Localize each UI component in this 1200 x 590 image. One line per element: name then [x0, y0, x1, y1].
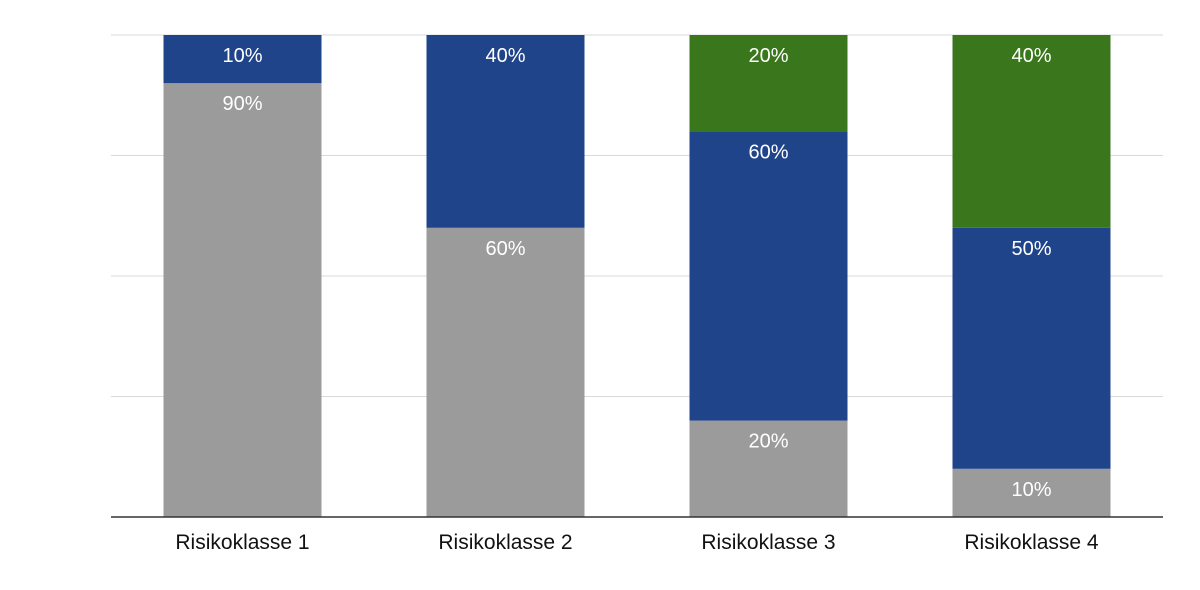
bar-segment	[689, 35, 848, 132]
bar-data-label: 40%	[1011, 45, 1051, 67]
bar-segment	[163, 83, 322, 517]
x-tick-label: Risikoklasse 1	[175, 531, 309, 554]
x-tick-label: Risikoklasse 4	[964, 531, 1099, 554]
bar-data-label: 90%	[222, 93, 262, 115]
bar-segment	[426, 227, 585, 518]
bar-segment	[952, 227, 1111, 469]
bar-segment	[952, 468, 1111, 517]
x-tick-label: Risikoklasse 3	[701, 531, 835, 554]
bar-segment	[426, 35, 585, 228]
bar-data-label: 20%	[748, 45, 788, 67]
x-tick-label: Risikoklasse 2	[438, 531, 572, 554]
bar-data-label: 60%	[485, 238, 525, 260]
bar-data-label: 10%	[222, 45, 262, 67]
bar-segment	[689, 131, 848, 421]
bar-data-label: 50%	[1011, 238, 1051, 260]
bar-data-label: 20%	[748, 431, 788, 453]
bar-segment	[952, 35, 1111, 228]
bar-labels: 90% 10% 60% 40% 20% 60% 20% 10% 50% 40%	[222, 45, 1051, 501]
bar-data-label: 40%	[485, 45, 525, 67]
bar-data-label: 10%	[1011, 479, 1051, 501]
bar-segment	[689, 420, 848, 517]
bars	[163, 35, 1111, 518]
x-tick-labels: Risikoklasse 1 Risikoklasse 2 Risikoklasse…	[175, 531, 1099, 554]
bar-segment	[163, 35, 322, 84]
bar-data-label: 60%	[748, 141, 788, 163]
